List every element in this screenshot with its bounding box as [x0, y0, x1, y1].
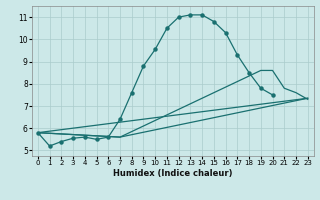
X-axis label: Humidex (Indice chaleur): Humidex (Indice chaleur): [113, 169, 233, 178]
